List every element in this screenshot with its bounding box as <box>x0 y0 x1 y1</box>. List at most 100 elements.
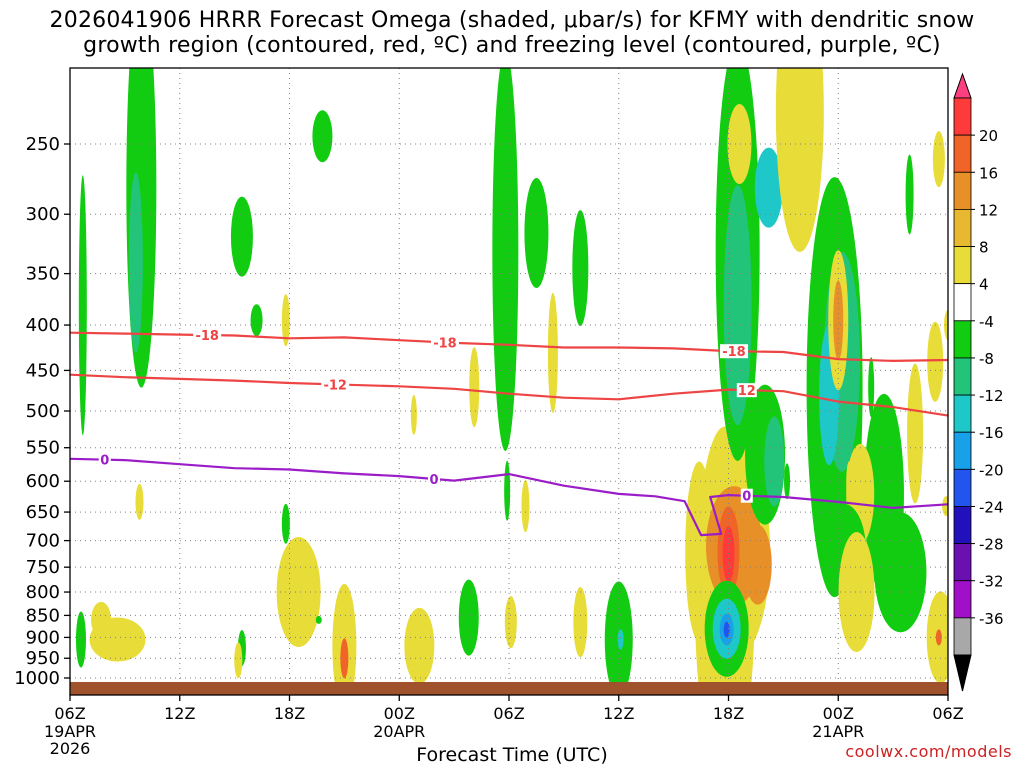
colorbar-label: -16 <box>979 424 1004 442</box>
omega-shade-region <box>572 210 589 327</box>
y-tick-label: 650 <box>26 502 60 523</box>
y-tick-label: 250 <box>26 134 60 155</box>
omega-shade-region <box>617 629 624 650</box>
contour-label: 12 <box>738 384 756 399</box>
omega-shade-region <box>723 621 730 638</box>
colorbar-label: -20 <box>979 461 1004 479</box>
x-tick-label: 06Z <box>493 704 524 723</box>
y-tick-label: 1000 <box>14 668 60 689</box>
omega-shade-region <box>743 524 772 605</box>
y-tick-label: 900 <box>26 627 60 648</box>
colorbar-label: -4 <box>979 313 994 331</box>
colorbar-box <box>953 617 972 656</box>
contour-label-bg <box>193 328 222 343</box>
omega-shade-region <box>868 357 875 418</box>
x-tick-label: 00Z <box>384 704 415 723</box>
contour-label-bg <box>719 344 748 359</box>
omega-shade-region <box>315 615 322 624</box>
colorbar-box <box>953 543 972 582</box>
contour-label-bg <box>98 452 111 467</box>
colorbar-box <box>953 97 972 136</box>
y-tick-label: 600 <box>26 471 60 492</box>
colorbar-top-arrow <box>953 72 972 99</box>
colorbar-label: 12 <box>979 201 998 219</box>
colorbar-label: -12 <box>979 387 1004 405</box>
omega-shade-region <box>504 460 511 521</box>
omega-shade-region <box>838 532 875 653</box>
colorbar-box <box>953 208 972 247</box>
x-tick-sublabel: 2026 <box>50 739 91 758</box>
contour-label-bg <box>430 335 459 350</box>
y-tick-label: 450 <box>26 360 60 381</box>
y-tick-label: 850 <box>26 605 60 626</box>
colorbar-box <box>953 357 972 396</box>
contour-line--12 <box>69 373 949 417</box>
omega-shade-region <box>521 480 530 533</box>
y-tick-label: 300 <box>26 204 60 225</box>
x-tick-label: 18Z <box>713 704 744 723</box>
colorbar-label: 4 <box>979 276 989 294</box>
x-tick-label: 12Z <box>164 704 195 723</box>
colorbar-box <box>953 134 972 173</box>
colorbar-box <box>953 246 972 285</box>
omega-shade-region <box>764 416 785 507</box>
omega-shade-region <box>135 483 144 520</box>
omega-shade-region <box>340 638 349 679</box>
x-tick-label: 18Z <box>274 704 305 723</box>
omega-shade-region <box>754 147 783 228</box>
contour-label: -18 <box>433 336 457 351</box>
colorbar-box <box>953 283 972 322</box>
ground-strip <box>70 682 948 695</box>
omega-shade-region <box>905 154 914 235</box>
omega-shade-region <box>230 196 253 277</box>
x-tick-label: 00Z <box>823 704 854 723</box>
omega-shade-region <box>944 310 948 341</box>
contour-label: -12 <box>323 378 347 393</box>
y-tick-label: 750 <box>26 557 60 578</box>
colorbar-box <box>953 394 972 433</box>
omega-shade-region <box>784 463 791 500</box>
omega-shade-region <box>276 537 321 648</box>
colorbar-label: -24 <box>979 498 1004 516</box>
omega-shade-region <box>312 110 333 163</box>
credit-link[interactable]: coolwx.com/models <box>845 742 1012 761</box>
chart-title-line1: 2026041906 HRRR Forecast Omega (shaded, … <box>49 8 975 33</box>
omega-shade-region <box>128 172 143 353</box>
contour-label: 0 <box>100 454 109 469</box>
contour-label-bg <box>428 471 441 486</box>
colorbar-box <box>953 506 972 545</box>
omega-shade-region <box>469 347 480 428</box>
omega-shade-region <box>281 294 290 347</box>
colorbar-bottom-arrow <box>953 654 972 692</box>
x-axis-label: Forecast Time (UTC) <box>416 744 608 766</box>
colorbar-label: -8 <box>979 350 994 368</box>
omega-shade-region <box>547 292 558 413</box>
contour-label: -18 <box>722 345 746 360</box>
omega-shade-region <box>727 104 752 184</box>
colorbar-box <box>953 431 972 470</box>
colorbar-label: 16 <box>979 164 998 182</box>
omega-shading <box>75 68 948 695</box>
omega-shade-region <box>91 601 112 638</box>
contour-label-bg <box>736 383 757 398</box>
colorbar-box <box>953 320 972 359</box>
omega-shade-region <box>932 131 945 188</box>
x-tick-label: 12Z <box>603 704 634 723</box>
omega-shade-region <box>573 587 588 658</box>
omega-shade-region <box>907 363 924 504</box>
colorbar-label: 8 <box>979 239 989 257</box>
omega-shade-region <box>833 280 844 361</box>
contour-line-0 <box>69 457 949 537</box>
omega-shade-region <box>775 68 824 252</box>
omega-shade-region <box>281 503 290 544</box>
x-tick-label: 06Z <box>54 704 85 723</box>
colorbar-label: -32 <box>979 573 1004 591</box>
omega-shade-region <box>846 461 853 502</box>
contour-label-bg <box>740 488 753 503</box>
omega-shade-region <box>874 512 927 633</box>
omega-shade-region <box>534 250 543 287</box>
omega-shade-region <box>404 607 435 684</box>
x-tick-label: 06Z <box>932 704 963 723</box>
omega-shade-region <box>504 596 517 649</box>
